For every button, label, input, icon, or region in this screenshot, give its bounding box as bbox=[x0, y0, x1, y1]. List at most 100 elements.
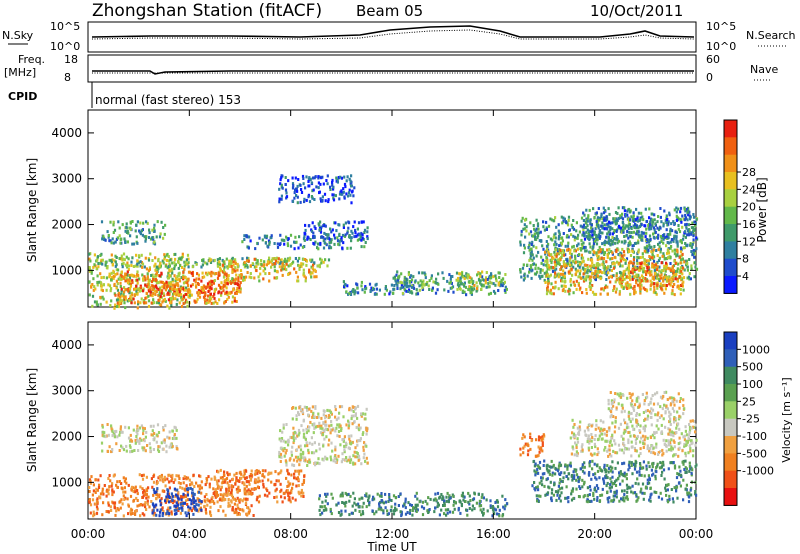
scatter-cell bbox=[583, 277, 586, 281]
scatter-cell bbox=[88, 478, 92, 482]
scatter-cell bbox=[336, 239, 340, 243]
scatter-cell bbox=[194, 499, 197, 503]
scatter-cell bbox=[662, 283, 665, 287]
scatter-cell bbox=[190, 502, 193, 506]
scatter-cell bbox=[152, 298, 155, 302]
scatter-cell bbox=[254, 247, 257, 251]
scatter-cell bbox=[174, 263, 177, 267]
scatter-cell bbox=[145, 475, 148, 479]
scatter-cell bbox=[586, 224, 589, 228]
scatter-cell bbox=[577, 281, 580, 285]
scatter-cell bbox=[122, 252, 126, 256]
scatter-cell bbox=[153, 240, 156, 244]
scatter-cell bbox=[645, 231, 648, 235]
scatter-cell bbox=[395, 273, 398, 277]
scatter-cell bbox=[620, 285, 623, 289]
scatter-cell bbox=[675, 218, 678, 222]
scatter-cell bbox=[643, 287, 647, 291]
scatter-cell bbox=[334, 408, 337, 412]
scatter-cell bbox=[478, 502, 481, 506]
scatter-cell bbox=[174, 257, 177, 261]
scatter-cell bbox=[213, 296, 216, 300]
scatter-cell bbox=[173, 264, 176, 268]
scatter-cell bbox=[209, 261, 213, 264]
scatter-cell bbox=[484, 281, 487, 285]
scatter-cell bbox=[117, 293, 120, 297]
scatter-cell bbox=[688, 272, 691, 275]
scatter-cell bbox=[553, 266, 556, 270]
scatter-cell bbox=[627, 268, 630, 272]
scatter-cell bbox=[256, 241, 259, 245]
scatter-cell bbox=[171, 261, 174, 265]
scatter-cell bbox=[296, 195, 299, 199]
scatter-cell bbox=[463, 277, 466, 281]
scatter-cell bbox=[642, 218, 645, 222]
scatter-cell bbox=[369, 290, 372, 293]
scatter-cell bbox=[296, 201, 299, 205]
scatter-cell bbox=[134, 438, 137, 442]
scatter-cell bbox=[195, 277, 198, 281]
scatter-cell bbox=[326, 502, 329, 506]
scatter-cell bbox=[410, 278, 414, 282]
scatter-cell bbox=[581, 260, 584, 264]
scatter-cell bbox=[235, 273, 238, 277]
scatter-cell bbox=[375, 292, 378, 296]
scatter-cell bbox=[664, 269, 667, 273]
scatter-cell bbox=[565, 221, 568, 225]
scatter-cell bbox=[105, 494, 108, 498]
scatter-cell bbox=[570, 263, 573, 267]
scatter-cell bbox=[652, 226, 656, 230]
scatter-cell bbox=[131, 256, 134, 260]
scatter-cell bbox=[463, 281, 466, 285]
scatter-cell bbox=[216, 494, 219, 497]
scatter-cell bbox=[528, 258, 531, 262]
scatter-cell bbox=[215, 479, 219, 483]
scatter-cell bbox=[173, 267, 176, 271]
scatter-cell bbox=[479, 274, 482, 278]
scatter-cell bbox=[675, 254, 678, 258]
scatter-cell bbox=[646, 250, 649, 254]
scatter-cell bbox=[364, 412, 367, 416]
scatter-cell bbox=[670, 245, 673, 248]
scatter-cell bbox=[163, 257, 166, 261]
scatter-cell bbox=[420, 283, 423, 287]
scatter-cell bbox=[235, 499, 238, 502]
scatter-cell bbox=[166, 252, 169, 256]
scatter-cell bbox=[478, 278, 481, 282]
scatter-cell bbox=[569, 248, 572, 252]
scatter-cell bbox=[185, 484, 188, 488]
scatter-cell bbox=[352, 194, 355, 198]
scatter-cell bbox=[503, 280, 506, 284]
scatter-cell bbox=[341, 438, 344, 442]
scatter-cell bbox=[448, 273, 451, 277]
scatter-cell bbox=[557, 272, 560, 276]
scatter-cell bbox=[218, 298, 221, 302]
scatter-cell bbox=[183, 488, 186, 492]
scatter-cell bbox=[145, 284, 148, 288]
scatter-cell bbox=[692, 227, 695, 231]
scatter-cell bbox=[636, 283, 640, 287]
scatter-cell bbox=[353, 220, 356, 224]
scatter-cell bbox=[182, 270, 185, 274]
scatter-cell bbox=[617, 248, 620, 252]
scatter-cell bbox=[120, 292, 123, 296]
scatter-cell bbox=[136, 439, 139, 443]
scatter-cell bbox=[100, 220, 104, 224]
scatter-cell bbox=[287, 480, 290, 484]
scatter-cell bbox=[311, 271, 314, 275]
scatter-cell bbox=[653, 282, 656, 286]
scatter-cell bbox=[463, 284, 466, 288]
scatter-cell bbox=[292, 464, 296, 467]
scatter-cell bbox=[488, 274, 491, 278]
scatter-cell bbox=[210, 477, 213, 481]
scatter-cell bbox=[120, 289, 123, 293]
scatter-cell bbox=[200, 279, 203, 283]
scatter-cell bbox=[135, 223, 138, 227]
scatter-cell bbox=[249, 476, 252, 480]
scatter-cell bbox=[664, 283, 667, 287]
scatter-cell bbox=[280, 194, 283, 198]
scatter-cell bbox=[150, 274, 153, 277]
scatter-cell bbox=[625, 257, 629, 261]
scatter-cell bbox=[619, 264, 622, 268]
